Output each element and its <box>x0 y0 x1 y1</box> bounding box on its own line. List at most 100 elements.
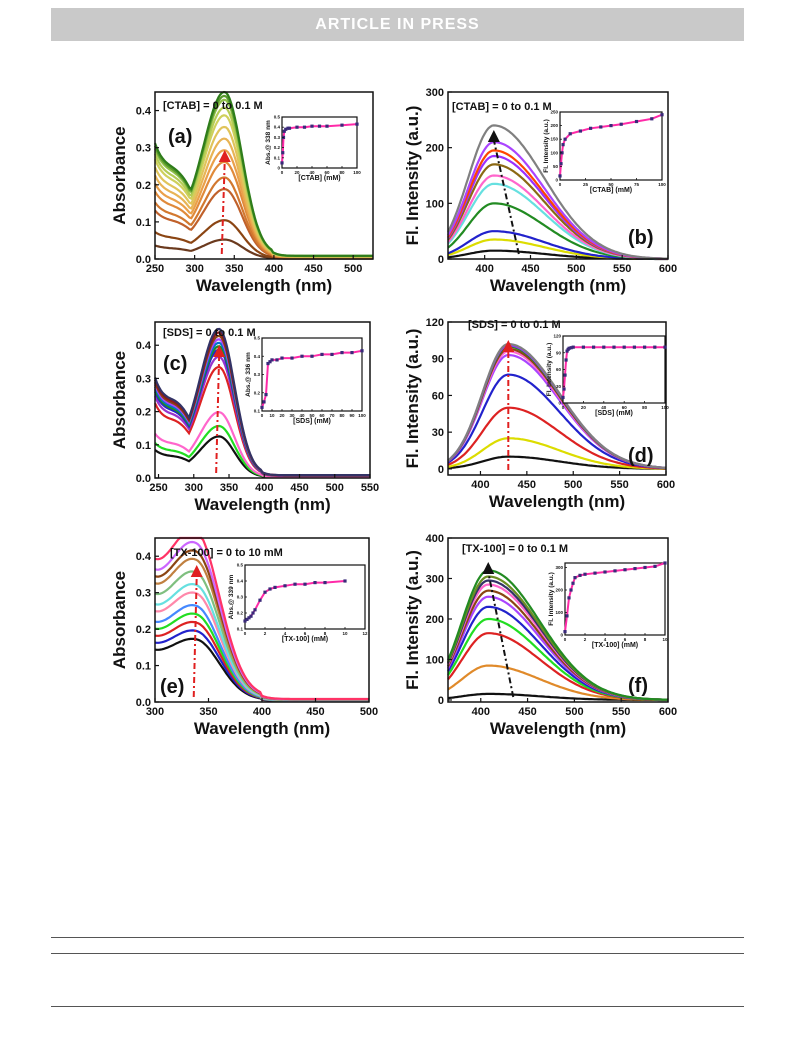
x-tick-label: 400 <box>265 263 283 275</box>
x-tick-label: 500 <box>344 263 362 275</box>
inset-x-tick-label: 20 <box>279 413 285 418</box>
x-axis-title: Wavelength (nm) <box>490 276 626 295</box>
inset-data-point <box>295 125 299 129</box>
inset-frame <box>244 564 366 630</box>
inset-x-tick-label: 100 <box>658 182 666 187</box>
inset-y-tick-label: 0.4 <box>274 125 281 130</box>
inset-fit-line <box>562 346 665 398</box>
inset-data-point <box>589 126 593 130</box>
inset-data-point <box>619 122 623 126</box>
panel-label: (c) <box>163 353 187 375</box>
trend-arrow-head <box>487 130 500 142</box>
inset-plot: 0 20 40 60 80 100 0 30 60 90 120 [SDS] (mM) Fl. Inte… <box>546 334 669 418</box>
inset-data-point <box>565 614 569 618</box>
panel-label: (d) <box>628 445 654 467</box>
inset-data-point <box>302 125 307 129</box>
inset-data-point <box>323 581 327 585</box>
inset-data-point <box>623 568 627 572</box>
inset-x-tick-label: 0 <box>244 631 247 636</box>
inset-data-point <box>355 122 359 126</box>
spectrum-curve <box>154 424 370 479</box>
inset-data-point <box>343 579 347 583</box>
inset-x-tick-label: 50 <box>608 182 614 187</box>
y-tick-label: 200 <box>426 614 444 626</box>
inset-y-tick-label: 0.4 <box>237 579 244 584</box>
inset-y-tick-label: 60 <box>556 367 562 372</box>
x-tick-label: 450 <box>306 706 324 718</box>
inset-data-point <box>603 570 607 574</box>
inset-data-point <box>275 358 279 362</box>
y-tick-label: 0 <box>438 464 444 476</box>
inset-y-tick-label: 0.4 <box>254 354 261 359</box>
inset-data-point <box>558 174 562 178</box>
inset-y-axis-title: Fl. Intensity (a.u.) <box>543 119 550 172</box>
concentration-annotation: [TX-100] = 0 to 10 mM <box>170 547 283 559</box>
inset-data-point <box>560 151 564 155</box>
footer-rule-bottom <box>51 1006 744 1007</box>
inset-data-point <box>281 151 285 155</box>
concentration-annotation: [TX-100] = 0 to 0.1 M <box>462 543 568 555</box>
inset-x-tick-label: 40 <box>299 413 305 418</box>
inset-data-point <box>253 608 257 612</box>
x-tick-label: 400 <box>471 479 489 491</box>
inset-data-point <box>564 358 568 362</box>
trend-arrow-head <box>218 150 231 162</box>
inset-x-tick-label: 60 <box>324 170 330 175</box>
inset-y-tick-label: 200 <box>555 588 563 593</box>
y-tick-label: 30 <box>432 427 444 439</box>
plot-frame <box>447 321 667 476</box>
inset-x-tick-label: 75 <box>634 182 640 187</box>
inset-frame <box>564 562 666 636</box>
inset-data-point <box>310 354 314 358</box>
concentration-annotation: [SDS] = 0 to 0.1 M <box>163 327 256 339</box>
inset-y-tick-label: 0 <box>558 401 561 406</box>
inset-x-axis-title: [CTAB] (mM) <box>590 187 632 194</box>
inset-y-tick-label: 0.5 <box>237 563 244 568</box>
inset-data-point <box>568 132 572 136</box>
x-tick-label: 300 <box>185 263 203 275</box>
inset-data-point <box>280 356 284 360</box>
article-status-banner: ARTICLE IN PRESS <box>51 8 744 41</box>
inset-data-point <box>653 564 657 568</box>
panel-label: (e) <box>160 676 184 698</box>
x-tick-label: 450 <box>518 479 536 491</box>
inset-data-point <box>245 617 249 621</box>
x-tick-label: 500 <box>326 482 344 494</box>
x-tick-label: 600 <box>659 263 677 275</box>
inset-data-point <box>317 124 322 128</box>
inset-data-point <box>569 346 573 350</box>
y-tick-label: 0.0 <box>136 254 151 266</box>
inset-y-tick-label: 0.3 <box>274 135 281 140</box>
inset-x-axis-title: [SDS] (mM) <box>595 410 633 417</box>
inset-x-axis-title: [CTAB] (mM) <box>298 175 340 182</box>
panel-label: (b) <box>628 227 654 249</box>
inset-y-tick-label: 100 <box>550 150 558 155</box>
inset-data-point <box>571 581 575 585</box>
y-axis-title: Absorbance <box>110 351 129 449</box>
inset-data-point <box>270 358 274 362</box>
trend-arrow-head <box>213 345 226 357</box>
inset-y-tick-label: 0.1 <box>254 409 261 414</box>
inset-data-point <box>634 119 639 124</box>
trend-arrow-line <box>215 354 221 474</box>
inset-data-point <box>569 588 573 592</box>
inset-data-point <box>273 585 277 589</box>
inset-x-tick-label: 80 <box>339 413 345 418</box>
inset-data-point <box>330 352 334 357</box>
inset-data-point <box>599 125 603 129</box>
inset-y-tick-label: 150 <box>550 137 558 142</box>
x-tick-label: 400 <box>475 263 493 275</box>
x-tick-label: 300 <box>185 482 203 494</box>
inset-x-tick-label: 6 <box>304 631 307 636</box>
inset-y-tick-label: 0 <box>555 178 558 183</box>
inset-x-tick-label: 0 <box>562 405 565 410</box>
inset-data-point <box>563 630 567 634</box>
inset-data-point <box>268 587 272 591</box>
inset-fit-line <box>261 349 363 408</box>
x-tick-label: 400 <box>255 482 273 494</box>
inset-x-tick-label: 0 <box>281 170 284 175</box>
inset-data-point <box>613 569 617 573</box>
inset-data-point <box>251 611 255 615</box>
inset-data-point <box>563 137 567 141</box>
